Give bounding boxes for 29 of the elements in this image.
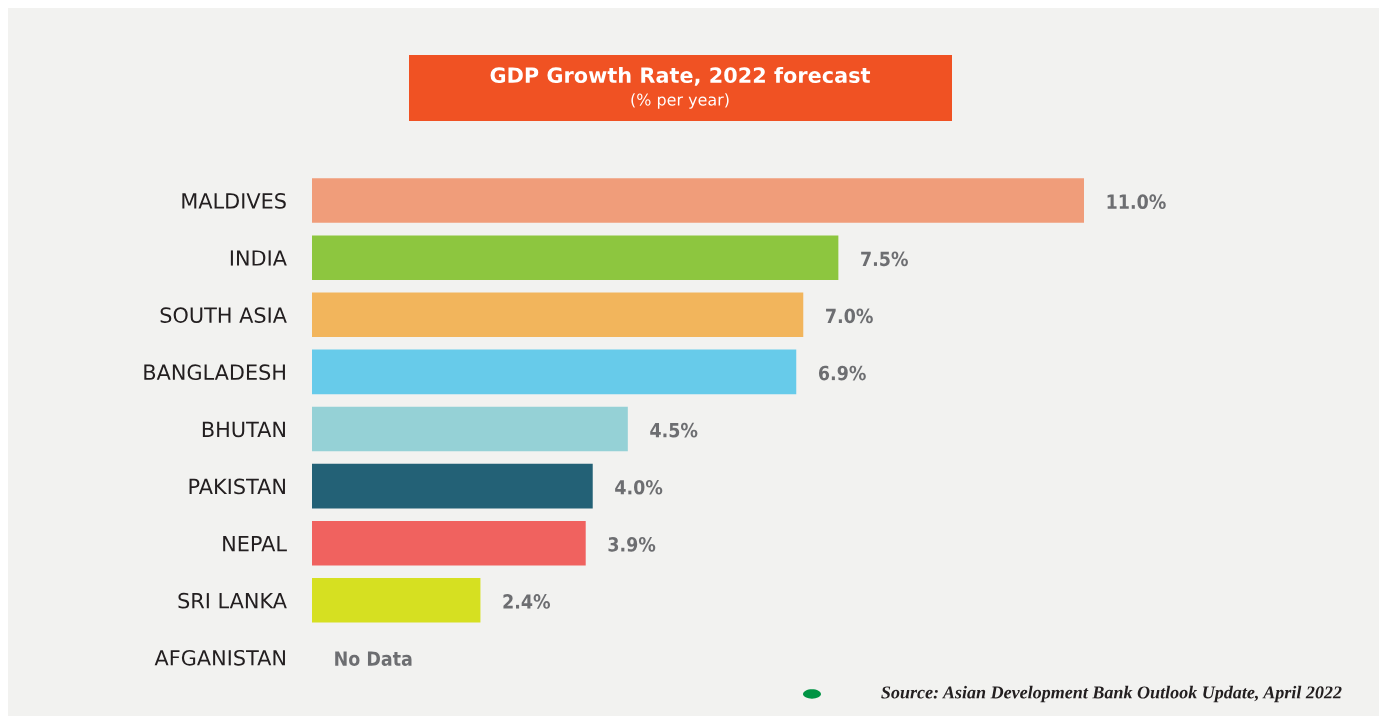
y-tick-label: INDIA xyxy=(230,250,287,266)
y-tick-label: PAKISTAN xyxy=(189,478,285,495)
chart-subtitle: (% per year) xyxy=(631,93,729,109)
data-label: 2.4% xyxy=(503,594,551,609)
data-label: 4.0% xyxy=(615,479,663,495)
data-label: 6.9% xyxy=(818,365,866,381)
bar xyxy=(312,463,593,509)
data-label: 7.5% xyxy=(861,251,908,267)
data-label: 3.9% xyxy=(608,537,656,552)
bar xyxy=(312,235,839,280)
data-label: 7.0% xyxy=(826,308,873,324)
text: No Data xyxy=(335,651,412,666)
annotation: Source: Asian Development Bank Outlook Update, April 2022 xyxy=(881,685,1342,703)
y-tick-label: AFGANISTAN xyxy=(154,649,285,666)
bar xyxy=(312,349,797,395)
y-tick-label: SRI LANKA xyxy=(178,592,287,609)
y-tick-label: SOUTH ASIA xyxy=(160,307,287,323)
chart-title: GDP Growth Rate, 2022 forecast xyxy=(490,66,871,86)
bar xyxy=(312,520,586,566)
data-label: 11.0% xyxy=(1107,194,1166,210)
y-tick-label: BANGLADESH xyxy=(144,364,285,381)
y-tick-label: BHUTAN xyxy=(202,421,285,438)
bar xyxy=(312,178,1084,223)
bar xyxy=(312,292,804,338)
bar xyxy=(312,578,481,623)
bar xyxy=(312,406,628,452)
y-tick-label: MALDIVES xyxy=(182,193,286,209)
y-tick-label: NEPAL xyxy=(223,535,287,552)
data-label: 4.5% xyxy=(650,422,698,438)
